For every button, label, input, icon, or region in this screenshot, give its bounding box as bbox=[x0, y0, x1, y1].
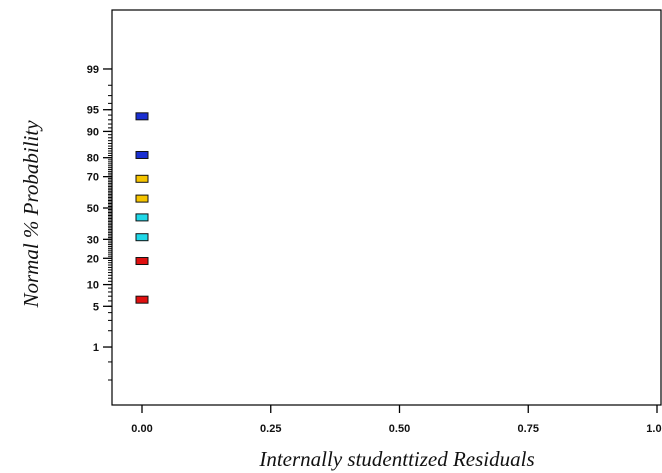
data-point bbox=[136, 195, 148, 202]
y-tick-label: 30 bbox=[87, 234, 99, 246]
y-tick-label: 99 bbox=[87, 64, 99, 76]
data-point bbox=[136, 258, 148, 265]
y-tick-label: 90 bbox=[87, 126, 99, 138]
y-tick-label: 1 bbox=[93, 342, 99, 354]
data-point bbox=[136, 296, 148, 303]
y-axis-title: Normal % Probability bbox=[19, 120, 43, 309]
data-point bbox=[136, 214, 148, 221]
x-tick-label: 0.25 bbox=[260, 423, 281, 435]
y-tick-label: 5 bbox=[93, 301, 99, 313]
y-tick-label: 20 bbox=[87, 253, 99, 265]
data-point bbox=[136, 175, 148, 182]
x-tick-label: 1.00 bbox=[646, 423, 662, 435]
data-point bbox=[136, 234, 148, 241]
x-axis-title: Internally studenttized Residuals bbox=[258, 447, 534, 471]
y-tick-label: 50 bbox=[87, 203, 99, 215]
x-tick-label: 0.00 bbox=[131, 423, 152, 435]
y-tick-label: 80 bbox=[87, 153, 99, 165]
y-tick-label: 10 bbox=[87, 280, 99, 292]
x-tick-label: 0.75 bbox=[518, 423, 539, 435]
plot-area bbox=[112, 10, 661, 405]
data-point bbox=[136, 151, 148, 158]
y-tick-label: 95 bbox=[87, 105, 99, 117]
x-axis-ticks: 0.00 0.25 0.50 0.75 1.00 bbox=[131, 405, 662, 435]
x-tick-label: 0.50 bbox=[389, 423, 410, 435]
y-tick-label: 70 bbox=[87, 172, 99, 184]
data-point bbox=[136, 113, 148, 120]
